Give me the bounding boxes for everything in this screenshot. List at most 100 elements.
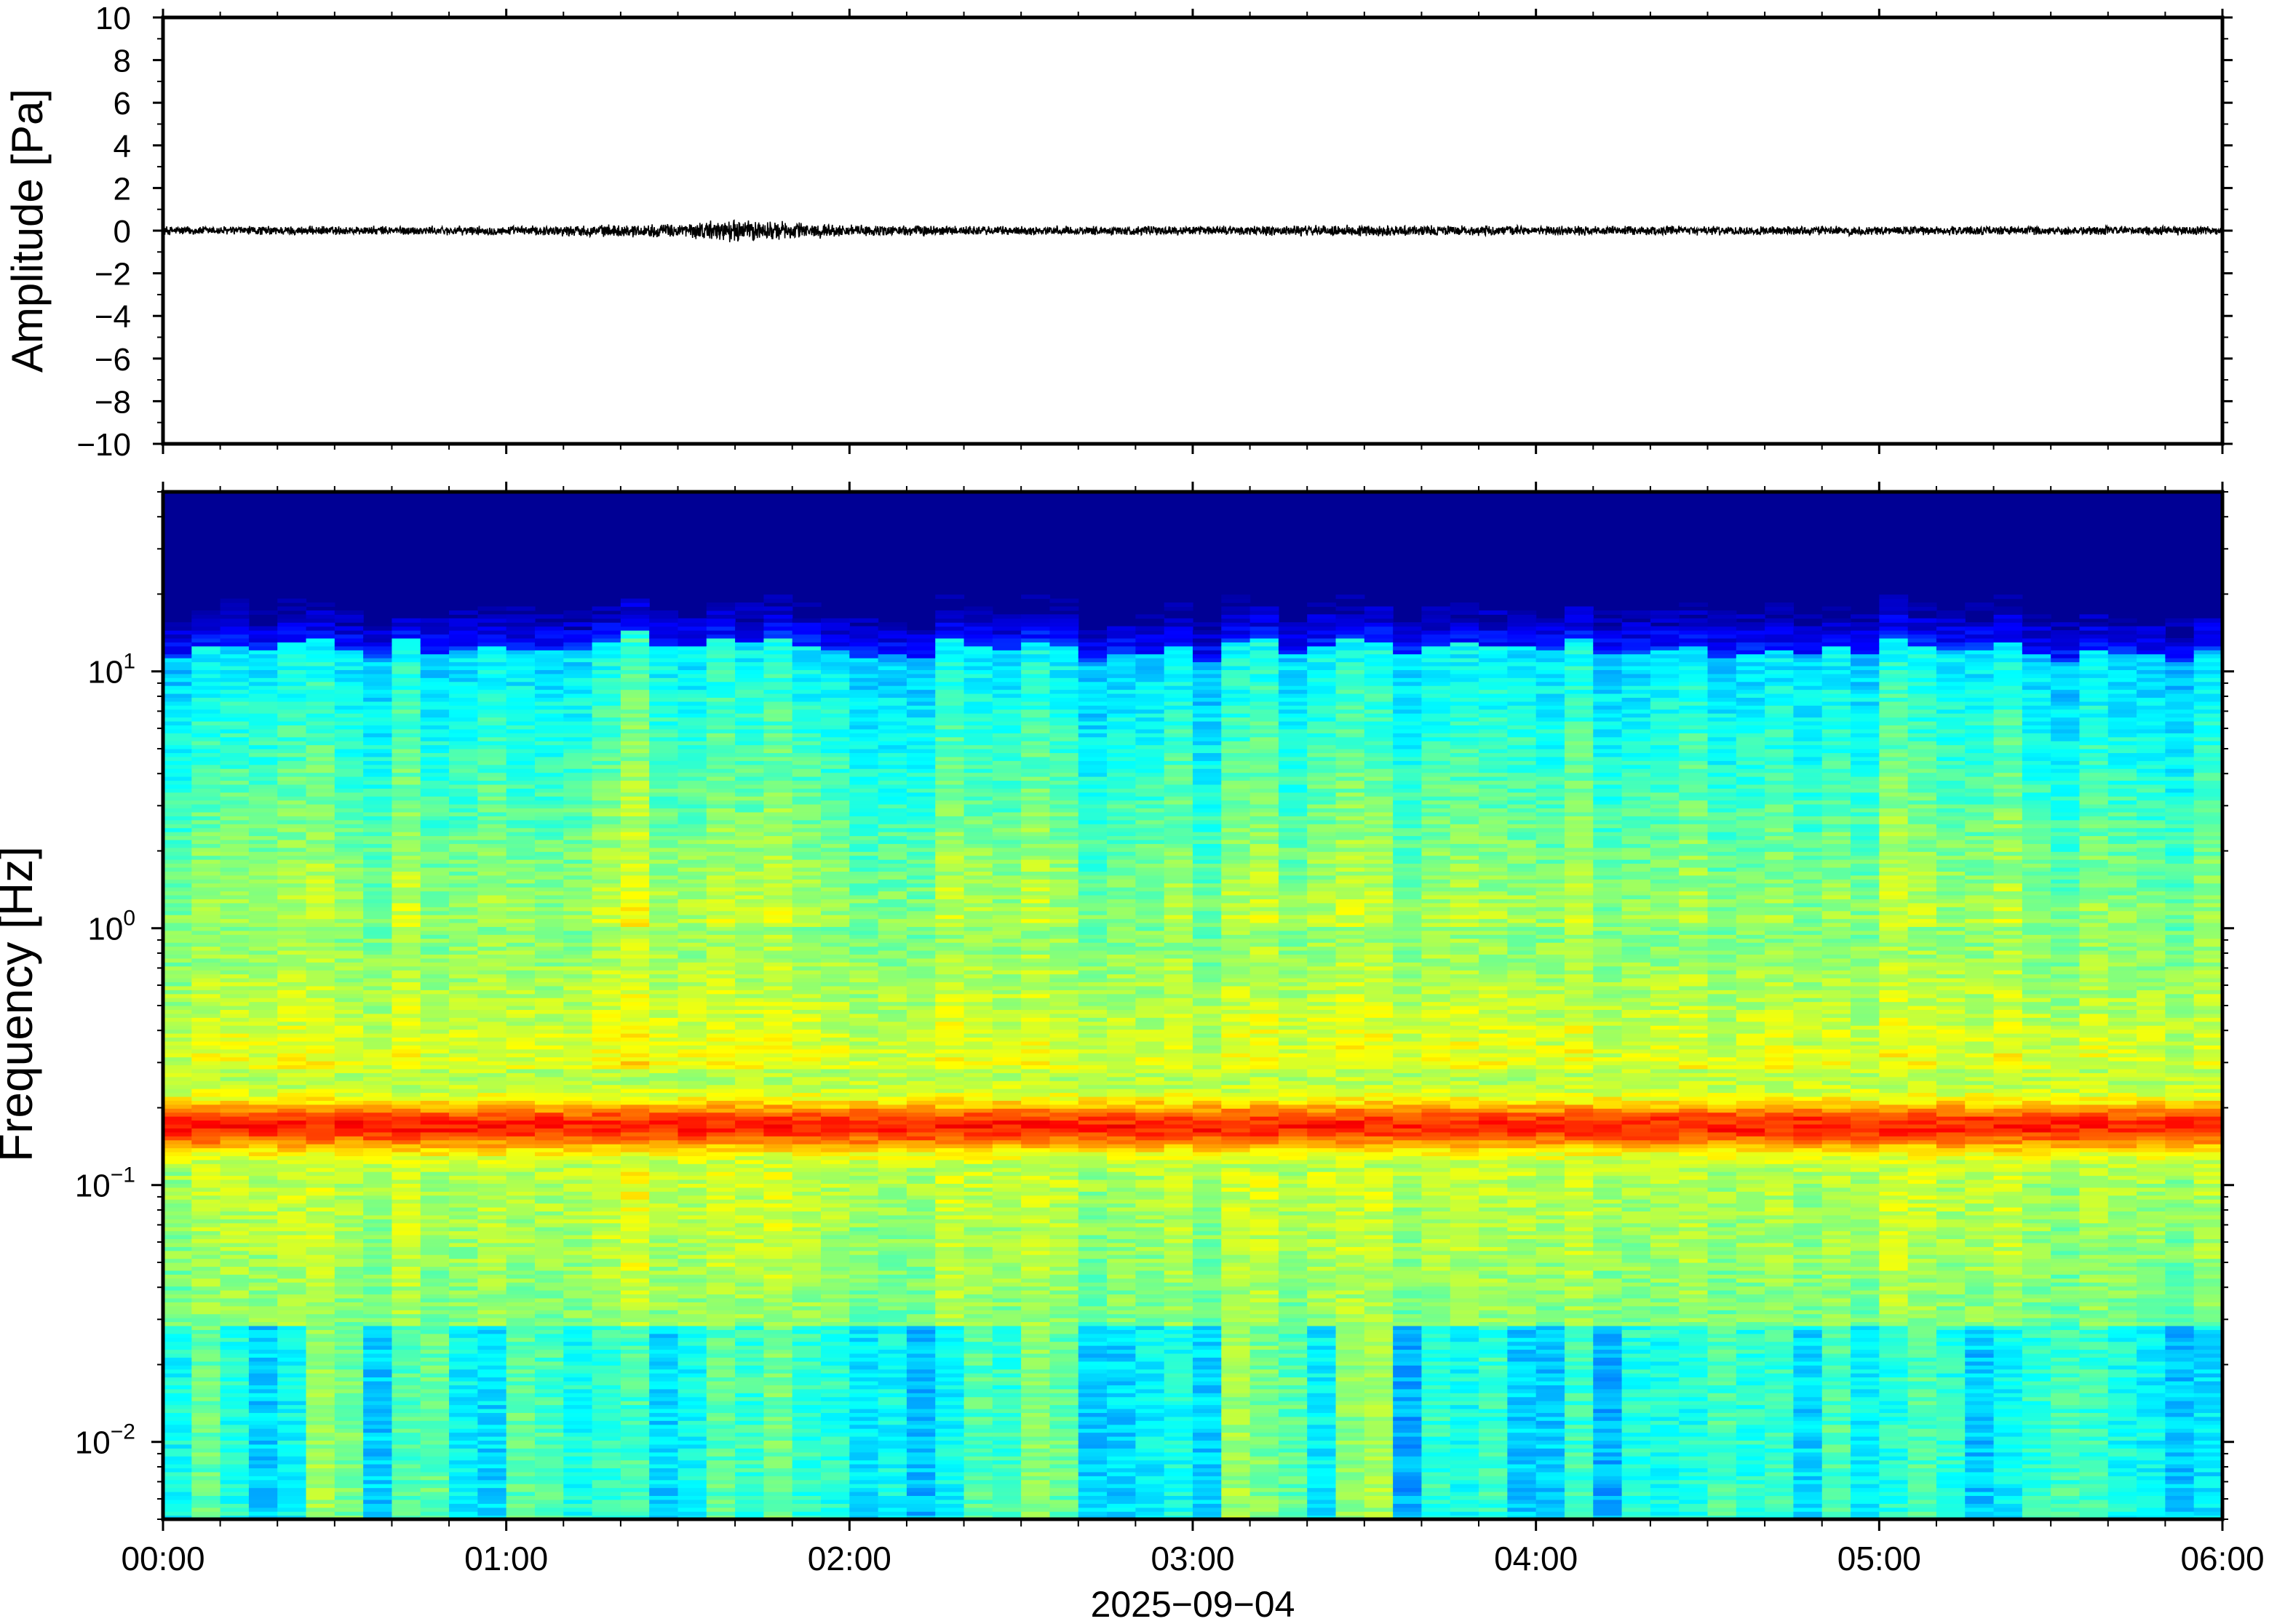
spectrogram-cell — [449, 776, 478, 781]
spectrogram-cell — [334, 863, 364, 868]
spectrogram-cell — [392, 630, 421, 635]
spectrogram-cell — [677, 1120, 707, 1125]
spectrogram-cell — [334, 1428, 364, 1433]
spectrogram-cell — [620, 1175, 650, 1180]
spectrogram-cell — [392, 942, 421, 947]
spectrogram-cell — [706, 1136, 736, 1141]
spectrogram-cell — [191, 1017, 221, 1022]
spectrogram-cell — [363, 1056, 393, 1062]
spectrogram-cell — [334, 681, 364, 686]
spectrogram-cell — [363, 1262, 393, 1267]
spectrogram-cell — [534, 827, 564, 832]
spectrogram-cell — [163, 1033, 192, 1038]
spectrogram-cell — [477, 934, 507, 939]
spectrogram-cell — [306, 1416, 335, 1421]
spectrogram-cell — [592, 1211, 621, 1216]
spectrogram-cell — [163, 1412, 192, 1417]
spectrogram-cell — [306, 1128, 335, 1133]
spectrogram-cell — [191, 1436, 221, 1441]
spectrogram-cell — [706, 1401, 736, 1406]
spectrogram-cell — [163, 1179, 192, 1184]
spectrogram-cell — [649, 1456, 679, 1461]
spectrogram-cell — [449, 1013, 478, 1018]
spectrogram-cell — [620, 808, 650, 813]
spectrogram-cell — [163, 634, 192, 639]
spectrogram-cell — [191, 1029, 221, 1034]
spectrogram-cell — [392, 902, 421, 907]
spectrogram-cell — [477, 1448, 507, 1453]
spectrogram-cell — [677, 792, 707, 797]
spectrogram-cell — [334, 930, 364, 935]
spectrogram-cell — [735, 1321, 765, 1326]
spectrogram-cell — [763, 1219, 793, 1224]
spectrogram-cell — [220, 749, 250, 754]
spectrogram-cell — [392, 780, 421, 785]
spectrogram-cell — [449, 1033, 478, 1038]
spectrogram-cell — [592, 1452, 621, 1457]
spectrogram-cell — [277, 804, 307, 809]
spectrogram-cell — [563, 847, 593, 852]
spectrogram-cell — [677, 677, 707, 682]
spectrogram-cell — [420, 1373, 450, 1378]
spectrogram-cell — [735, 915, 765, 920]
spectrogram-cell — [392, 1080, 421, 1086]
spectrogram-cell — [677, 1479, 707, 1484]
spectrogram-cell — [277, 689, 307, 694]
spectrogram-cell — [420, 637, 450, 642]
spectrogram-cell — [477, 1029, 507, 1034]
spectrogram-cell — [706, 661, 736, 666]
spectrogram-cell — [649, 1092, 679, 1097]
spectrogram-cell — [248, 693, 278, 698]
spectrogram-cell — [306, 1227, 335, 1232]
spectrogram-cell — [163, 1463, 192, 1468]
spectrogram-cell — [477, 1428, 507, 1433]
spectrogram-cell — [392, 887, 421, 892]
spectrogram-cell — [735, 1136, 765, 1141]
spectrogram-cell — [706, 1325, 736, 1330]
spectrogram-cell — [220, 1123, 250, 1129]
spectrogram-cell — [277, 1159, 307, 1164]
spectrogram-cell — [677, 1254, 707, 1259]
spectrogram-cell — [649, 871, 679, 876]
spectrogram-cell — [248, 1484, 278, 1489]
spectrogram-cell — [763, 1408, 793, 1413]
spectrogram-cell — [191, 1238, 221, 1243]
spectrogram-cell — [420, 954, 450, 959]
spectrogram-cell — [449, 673, 478, 678]
spectrogram-cell — [534, 1507, 564, 1512]
spectrogram-cell — [334, 1147, 364, 1153]
spectrogram-cell — [163, 1274, 192, 1279]
spectrogram-cell — [592, 1187, 621, 1192]
spectrogram-cell — [248, 859, 278, 864]
spectrogram-cell — [334, 954, 364, 959]
spectrogram-cell — [735, 1167, 765, 1172]
spectrogram-cell — [277, 1294, 307, 1299]
spectrogram-cell — [306, 1254, 335, 1259]
spectrogram-cell — [506, 701, 536, 706]
spectrogram-cell — [420, 1341, 450, 1346]
spectrogram-cell — [334, 1230, 364, 1235]
spectrogram-cell — [306, 1361, 335, 1366]
spectrogram-cell — [677, 760, 707, 765]
spectrogram-cell — [563, 630, 593, 635]
spectrogram-cell — [534, 1009, 564, 1014]
spectrogram-cell — [735, 653, 765, 658]
spectrogram-cell — [706, 618, 736, 623]
spectrogram-cell — [163, 891, 192, 896]
spectrogram-cell — [735, 816, 765, 821]
spectrogram-cell — [649, 1286, 679, 1291]
spectrogram-cell — [534, 1393, 564, 1398]
spectrogram-cell — [306, 725, 335, 730]
spectrogram-cell — [763, 1487, 793, 1492]
spectrogram-cell — [477, 1053, 507, 1058]
spectrogram-cell — [563, 902, 593, 907]
spectrogram-cell — [506, 1096, 536, 1101]
spectrogram-cell — [592, 1460, 621, 1465]
spectrogram-cell — [506, 879, 536, 884]
spectrogram-cell — [392, 1206, 421, 1211]
spectrogram-cell — [477, 1318, 507, 1323]
spectrogram-cell — [248, 1463, 278, 1468]
spectrogram-cell — [306, 669, 335, 674]
spectrogram-cell — [220, 1416, 250, 1421]
spectrogram-cell — [620, 918, 650, 923]
